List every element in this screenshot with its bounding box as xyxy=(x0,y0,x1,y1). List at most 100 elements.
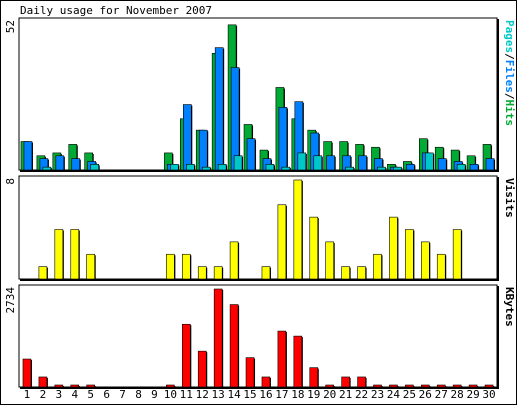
bar-pages-day-13 xyxy=(217,164,227,171)
bar-kbytes-day-4 xyxy=(70,384,80,388)
x-tick-label-day-29: 29 xyxy=(466,388,479,401)
bar-pages-day-21 xyxy=(345,166,354,171)
x-tick-label-day-11: 11 xyxy=(180,388,193,401)
bar-pages-day-11 xyxy=(186,164,195,171)
bar-files-day-12 xyxy=(198,129,208,171)
bar-pages-day-24 xyxy=(393,166,402,171)
chart-title: Daily usage for November 2007 xyxy=(20,4,212,17)
bar-visits-day-28 xyxy=(452,229,462,280)
x-tick-label-day-25: 25 xyxy=(403,388,416,401)
x-tick-label-day-28: 28 xyxy=(451,388,464,401)
bar-files-day-1 xyxy=(23,141,33,171)
bar-kbytes-day-29 xyxy=(468,384,478,388)
bar-visits-day-18 xyxy=(293,179,303,280)
legend-entry-files: Files xyxy=(503,60,516,93)
x-tick-label-day-15: 15 xyxy=(243,388,256,401)
bar-files-day-13 xyxy=(214,47,224,171)
x-tick-label-day-6: 6 xyxy=(103,388,110,401)
x-tick-label-day-12: 12 xyxy=(196,388,209,401)
bar-visits-day-3 xyxy=(54,229,64,280)
bar-visits-day-27 xyxy=(436,253,446,280)
bar-kbytes-day-26 xyxy=(420,384,430,388)
legend-entry-pages: Pages xyxy=(503,20,516,53)
bar-files-day-30 xyxy=(485,158,495,171)
x-tick-label-day-13: 13 xyxy=(212,388,225,401)
bar-visits-day-26 xyxy=(420,241,430,280)
plot-shadow-bottom-1 xyxy=(20,170,498,172)
bar-pages-day-5 xyxy=(90,164,99,171)
bar-kbytes-day-23 xyxy=(373,384,382,388)
legend-1: Pages/Files/Hits xyxy=(503,20,516,126)
bar-kbytes-day-19 xyxy=(309,367,319,388)
bar-visits-day-19 xyxy=(309,216,319,280)
bar-visits-day-16 xyxy=(261,266,271,280)
bar-kbytes-day-30 xyxy=(484,384,494,388)
x-tick-label-day-10: 10 xyxy=(164,388,177,401)
bar-kbytes-day-22 xyxy=(357,376,366,388)
x-tick-label-day-24: 24 xyxy=(387,388,401,401)
x-tick-label-day-16: 16 xyxy=(259,388,272,401)
ymax-label-3: 2734 xyxy=(4,287,17,314)
bar-pages-day-26 xyxy=(424,152,434,171)
bar-files-day-17 xyxy=(278,107,288,171)
bar-visits-day-23 xyxy=(373,253,382,280)
x-tick-label-day-7: 7 xyxy=(119,388,126,401)
bar-files-day-14 xyxy=(230,67,240,171)
bar-visits-day-11 xyxy=(182,253,191,280)
legend-entry-sep: / xyxy=(503,53,516,60)
bar-kbytes-day-5 xyxy=(86,384,95,388)
bar-pages-day-19 xyxy=(313,155,323,171)
bar-pages-day-10 xyxy=(170,164,179,171)
x-tick-label-day-21: 21 xyxy=(339,388,352,401)
x-tick-label-day-17: 17 xyxy=(275,388,288,401)
bar-kbytes-day-20 xyxy=(325,384,335,388)
bar-visits-day-2 xyxy=(38,266,48,280)
x-tick-label-day-19: 19 xyxy=(307,388,320,401)
bar-pages-day-28 xyxy=(456,164,466,171)
ymax-label-1: 52 xyxy=(4,20,17,33)
plot-shadow-bottom-2 xyxy=(20,279,498,281)
bar-kbytes-day-18 xyxy=(293,335,303,388)
plot-area-1 xyxy=(18,17,498,171)
x-tick-label-day-5: 5 xyxy=(87,388,94,401)
bar-kbytes-day-12 xyxy=(197,350,207,388)
x-tick-label-day-23: 23 xyxy=(371,388,384,401)
plot-shadow-right-1 xyxy=(497,19,499,172)
bar-pages-day-23 xyxy=(377,166,386,171)
bar-files-day-27 xyxy=(437,158,447,171)
bar-kbytes-day-3 xyxy=(54,384,64,388)
x-tick-label-day-4: 4 xyxy=(71,388,78,401)
bar-kbytes-day-2 xyxy=(38,376,48,388)
x-tick-label-day-8: 8 xyxy=(135,388,142,401)
bar-pages-day-12 xyxy=(201,166,211,171)
bar-pages-day-17 xyxy=(281,166,291,171)
bar-files-day-3 xyxy=(55,155,65,171)
bar-visits-day-24 xyxy=(389,216,398,280)
bar-kbytes-day-13 xyxy=(213,288,223,388)
bar-visits-day-13 xyxy=(213,266,223,280)
bar-visits-day-10 xyxy=(166,253,175,280)
bar-kbytes-day-28 xyxy=(452,384,462,388)
x-tick-label-day-22: 22 xyxy=(355,388,368,401)
bar-kbytes-day-16 xyxy=(261,376,271,388)
bar-pages-day-16 xyxy=(265,164,275,171)
bar-files-day-11 xyxy=(183,104,192,171)
bar-visits-day-22 xyxy=(357,266,366,280)
bar-visits-day-17 xyxy=(277,204,287,280)
bar-kbytes-day-11 xyxy=(182,323,191,388)
plot-shadow-bottom-3 xyxy=(20,387,498,389)
legend-3: KBytes xyxy=(503,287,516,327)
bar-kbytes-day-10 xyxy=(166,384,175,388)
plot-shadow-right-2 xyxy=(497,177,499,281)
bar-kbytes-day-14 xyxy=(229,304,239,388)
x-tick-label-day-3: 3 xyxy=(56,388,63,401)
bar-pages-day-2 xyxy=(42,166,52,171)
bar-files-day-22 xyxy=(358,155,367,171)
x-tick-label-day-18: 18 xyxy=(291,388,304,401)
bar-files-day-4 xyxy=(71,158,81,171)
x-tick-label-day-2: 2 xyxy=(40,388,47,401)
legend-entry-hits: Hits xyxy=(503,100,516,127)
plot-area-2 xyxy=(18,175,498,280)
